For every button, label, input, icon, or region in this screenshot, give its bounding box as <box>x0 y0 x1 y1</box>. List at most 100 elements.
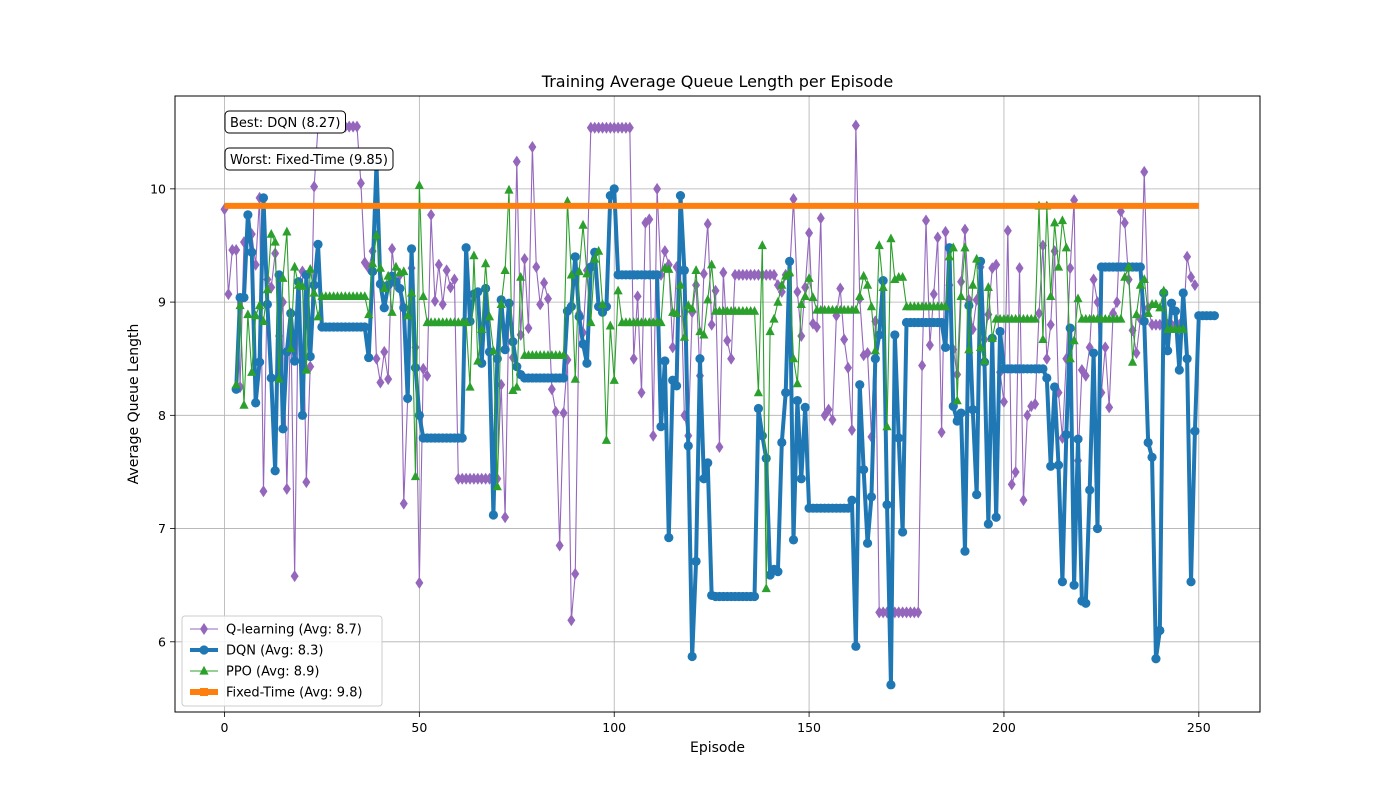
data-point <box>1147 452 1157 462</box>
data-point <box>999 395 1008 408</box>
data-point <box>430 294 439 307</box>
data-point <box>613 285 623 295</box>
data-point <box>953 368 962 381</box>
data-point <box>1143 437 1153 448</box>
data-point <box>301 364 311 374</box>
data-point <box>1081 598 1091 608</box>
data-point <box>805 227 814 240</box>
data-point <box>1046 318 1055 331</box>
data-point <box>461 317 471 327</box>
data-point <box>866 492 877 502</box>
data-point <box>262 299 272 309</box>
data-point <box>1186 577 1196 587</box>
data-point <box>469 250 479 260</box>
data-point <box>703 294 713 304</box>
data-point <box>1038 239 1047 252</box>
data-point <box>703 217 712 230</box>
data-point <box>423 369 432 382</box>
data-point <box>929 288 938 301</box>
y-tick-label: 7 <box>158 521 166 536</box>
data-point <box>668 341 677 354</box>
data-point <box>501 511 510 524</box>
y-tick-label: 10 <box>150 181 166 196</box>
data-point <box>687 303 697 313</box>
data-point <box>671 381 682 391</box>
legend-marker <box>199 645 209 655</box>
data-point <box>862 279 873 289</box>
data-point <box>567 614 576 627</box>
data-point <box>266 373 276 383</box>
data-point <box>461 243 471 253</box>
data-point <box>559 407 568 420</box>
data-point <box>812 321 821 333</box>
data-point <box>353 120 362 133</box>
data-point <box>484 311 495 321</box>
x-tick-label: 250 <box>1187 720 1211 735</box>
data-point <box>753 403 764 414</box>
data-point <box>504 184 514 194</box>
data-point <box>625 121 634 134</box>
data-point <box>1139 274 1149 284</box>
data-point <box>597 299 608 308</box>
data-point <box>232 244 241 256</box>
data-point <box>305 351 315 362</box>
data-point <box>574 312 584 322</box>
data-point <box>1190 426 1200 436</box>
data-point <box>1038 364 1048 374</box>
data-point <box>727 352 736 365</box>
data-point <box>886 233 896 243</box>
data-point <box>414 180 424 190</box>
data-point <box>582 268 592 278</box>
data-point <box>649 429 658 442</box>
data-point <box>516 271 526 281</box>
legend: Q-learning (Avg: 8.7) DQN (Avg: 8.3) PPO (… <box>181 615 383 707</box>
data-point <box>1073 434 1083 444</box>
worst-annotation: Worst: Fixed-Time (9.85) <box>224 147 394 171</box>
series-ppo <box>231 180 1188 593</box>
data-point <box>364 309 374 319</box>
data-point <box>936 317 947 328</box>
data-point <box>388 242 397 255</box>
data-point <box>882 500 892 510</box>
data-point <box>457 433 467 443</box>
data-point <box>800 291 810 301</box>
data-point <box>297 410 308 420</box>
data-point <box>719 266 728 279</box>
data-point <box>243 309 253 319</box>
legend-entry: Q-learning (Avg: 8.7) <box>190 623 362 638</box>
data-point <box>379 303 389 313</box>
data-point <box>952 416 962 426</box>
data-point <box>652 270 662 280</box>
data-point <box>372 352 381 365</box>
legend-marker <box>200 623 208 635</box>
data-point <box>656 422 666 432</box>
data-point <box>380 345 389 358</box>
data-point <box>1069 580 1079 590</box>
data-point <box>629 352 638 365</box>
data-point <box>1030 313 1040 323</box>
legend-marker <box>200 688 208 696</box>
data-point <box>305 264 315 273</box>
data-point <box>403 310 413 320</box>
data-point <box>239 292 249 303</box>
data-point <box>376 376 385 389</box>
data-point <box>286 343 296 353</box>
data-point <box>862 538 873 548</box>
data-point <box>1178 288 1188 298</box>
data-point <box>925 339 934 352</box>
data-point <box>555 539 564 552</box>
data-point <box>1065 353 1075 363</box>
data-point <box>824 403 833 416</box>
data-point <box>687 651 697 662</box>
data-point <box>1166 298 1177 308</box>
data-point <box>1101 341 1110 354</box>
data-point <box>660 356 670 366</box>
data-point <box>699 267 708 280</box>
data-point <box>840 333 849 346</box>
data-point <box>843 503 853 513</box>
data-point <box>1109 307 1118 320</box>
data-point <box>1116 313 1126 323</box>
data-point <box>1007 478 1016 491</box>
data-point <box>302 476 311 489</box>
data-point <box>551 405 560 418</box>
